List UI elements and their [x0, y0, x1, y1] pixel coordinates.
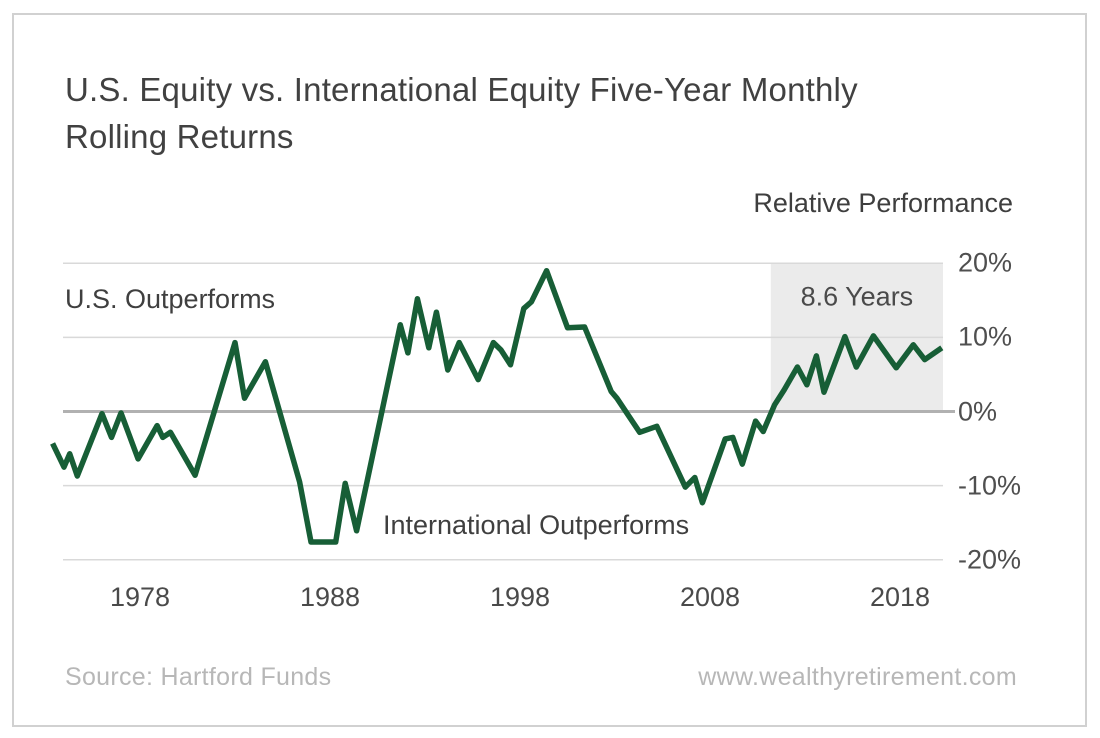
x-tick-label: 2018: [869, 582, 931, 612]
chart-title: U.S. Equity vs. International Equity Fiv…: [65, 66, 858, 160]
x-tick-label: 1988: [299, 582, 361, 612]
relative-performance-line: [50, 267, 944, 545]
chart-title-line1: U.S. Equity vs. International Equity Fiv…: [65, 71, 858, 108]
highlight-duration-label: 8.6 Years: [800, 281, 914, 312]
x-tick-label: 1978: [109, 582, 171, 612]
y-tick-label: -20%: [958, 544, 1022, 575]
source-credit: Source: Hartford Funds: [65, 663, 332, 691]
y-axis-title: Relative Performance: [753, 188, 1013, 218]
chart-title-line2: Rolling Returns: [65, 118, 294, 155]
y-tick-label: 10%: [958, 321, 1013, 352]
y-tick-label: -10%: [958, 470, 1022, 501]
international-outperforms-label: International Outperforms: [383, 510, 690, 540]
x-tick-label: 2008: [679, 582, 741, 612]
y-tick-label: 20%: [958, 247, 1013, 278]
x-tick-label: 1998: [489, 582, 551, 612]
y-tick-label: 0%: [958, 396, 998, 426]
us-outperforms-label: U.S. Outperforms: [65, 284, 276, 314]
website-credit: www.wealthyretirement.com: [698, 663, 1017, 691]
